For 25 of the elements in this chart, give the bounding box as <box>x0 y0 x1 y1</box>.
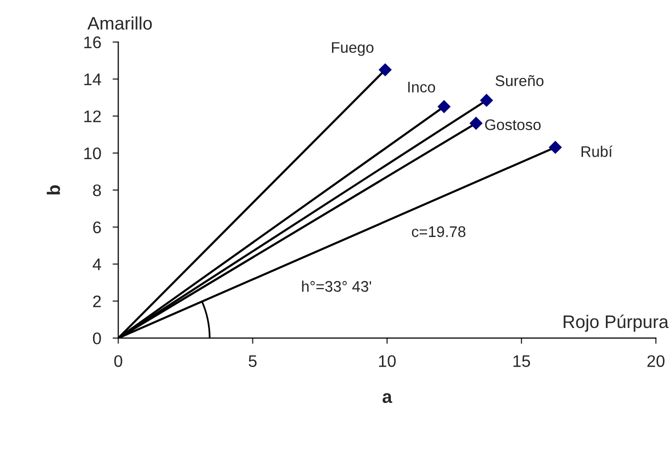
annotation: Inco <box>408 82 436 92</box>
x-tick-label: 5 <box>248 355 257 368</box>
y-tick-label: 2 <box>93 295 101 308</box>
text: Amarillo <box>87 16 152 30</box>
y-tick-label: 14 <box>84 74 102 86</box>
x-axis-title: a <box>382 393 392 404</box>
y-tick-label: 16 <box>84 36 101 48</box>
y-tick-label: 4 <box>92 258 102 270</box>
x-tick-label: 10 <box>379 355 396 368</box>
y-tick-label: 8 <box>93 184 101 196</box>
x-tick-label: 0 <box>114 355 122 368</box>
annotation: Fuego <box>332 42 374 56</box>
y-tick-label: 10 <box>84 147 101 160</box>
annotation: Rubí <box>582 146 613 157</box>
annotation: Gostoso <box>485 119 541 130</box>
x-tick-label: 15 <box>513 355 530 368</box>
y-tick-label: 12 <box>84 110 101 122</box>
y-tick-label: 6 <box>93 221 101 234</box>
annotation: c=19.78 <box>412 226 466 238</box>
x-tick-label: 20 <box>647 355 664 368</box>
annotation: h°=33° 43' <box>302 280 372 292</box>
y-axis-title: b <box>46 185 60 194</box>
annotation: Rojo Púrpura <box>564 314 669 332</box>
y-tick-label: 0 <box>92 332 101 344</box>
annotation: Sureño <box>496 75 544 86</box>
